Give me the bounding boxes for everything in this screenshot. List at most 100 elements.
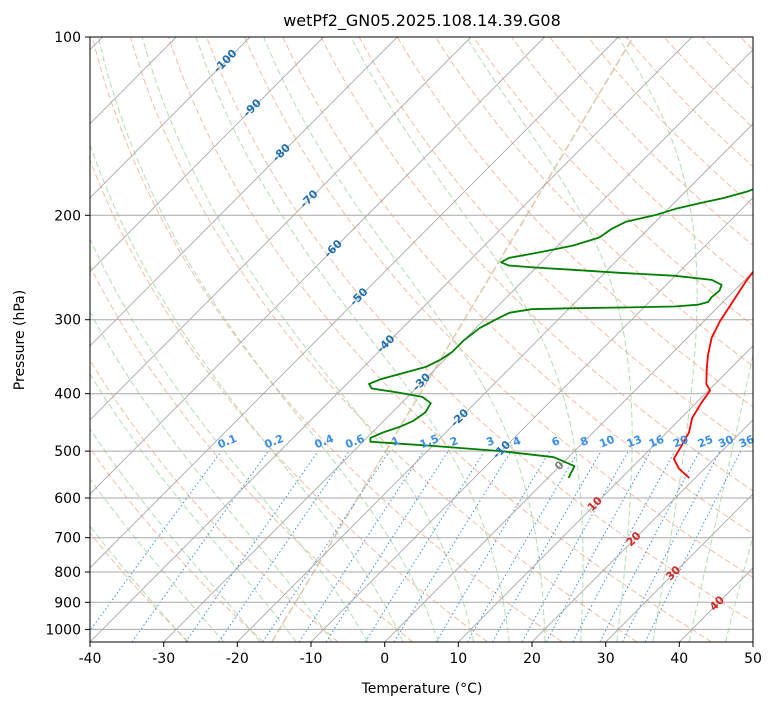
mixing-ratio-label: 10 (597, 433, 616, 451)
mixing-ratio-line (298, 450, 424, 642)
y-tick-label: 1000 (45, 622, 81, 638)
reference-curve-line (271, 37, 634, 642)
dry-adiabat-line (129, 37, 638, 642)
pressure-grid (90, 37, 753, 630)
isotherm-line (90, 37, 324, 273)
mixing-ratio-line (467, 450, 579, 642)
mixing-ratio-line (131, 450, 269, 642)
x-tick-label: 30 (597, 651, 615, 667)
mixing-ratio-line (545, 450, 652, 642)
x-tick-label: -10 (300, 651, 323, 667)
dewpoint-line (368, 188, 753, 479)
isotherm-line (90, 37, 472, 421)
moist-adiabat-line (350, 37, 584, 642)
moist-adiabat-line (90, 142, 404, 642)
mixing-ratio-label: 30 (716, 433, 735, 451)
mixing-ratio-label: 36 (737, 433, 756, 451)
y-axis-label: Pressure (hPa) (12, 290, 28, 390)
dry-adiabat-line (244, 37, 753, 579)
mixing-ratio-label: 25 (696, 433, 715, 451)
x-tick-label: 10 (449, 651, 467, 667)
moist-adiabat-line (97, 37, 439, 642)
dry-adiabat-line (473, 37, 753, 326)
dry-adiabat-line (511, 37, 753, 286)
x-tick-label: -20 (226, 651, 249, 667)
x-tick-label: 40 (670, 651, 688, 667)
mixing-ratio-label: 8 (578, 434, 590, 449)
mixing-ratio-line (262, 450, 391, 642)
x-axis-label: Temperature (°C) (361, 681, 483, 697)
mixing-ratio-label: 1 (390, 434, 402, 449)
y-tick-label: 100 (54, 30, 81, 46)
x-tick-label: 20 (523, 651, 541, 667)
mixing-ratio-line (364, 450, 485, 642)
x-tick-label: -40 (79, 651, 102, 667)
dry-adiabat-line (90, 359, 339, 642)
isotherm-line (384, 271, 753, 642)
mixing-ratio-label: 16 (647, 433, 666, 451)
mixing-ratio-label: 3 (484, 434, 496, 449)
moist-adiabat-line (90, 427, 261, 642)
mixing-ratio-line (572, 450, 676, 642)
y-tick-label: 400 (54, 387, 81, 403)
isotherm-line (90, 37, 545, 495)
isotherm-line (310, 197, 753, 642)
moist-adiabat-line (688, 352, 753, 642)
mixing-ratio-label: 20 (671, 433, 690, 451)
y-tick-label: 800 (54, 565, 81, 581)
moist-adiabat-line (90, 237, 369, 642)
mixing-ratio-line (491, 450, 602, 642)
mixing-ratio-line (599, 450, 701, 642)
isotherm-line (457, 345, 753, 642)
dry-adiabat-line (91, 37, 563, 642)
x-axis: -40 -30 -20 -10 0 10 20 30 40 50 (79, 642, 762, 667)
dry-adiabat-line (587, 37, 753, 207)
profile-lines (368, 188, 753, 479)
mixing-ratio-line (521, 450, 629, 642)
x-tick-label: 0 (380, 651, 389, 667)
dry-adiabat-line (206, 37, 753, 623)
moist-adiabat-line (90, 373, 297, 642)
moist-adiabat-line (90, 525, 188, 642)
isotherm-line (90, 37, 398, 347)
dry-adiabat-line (320, 37, 753, 492)
moist-adiabat-line (263, 37, 546, 642)
isotherm-line (90, 37, 693, 642)
moist-adiabat-line (141, 37, 475, 642)
dry-adiabat-line (549, 37, 753, 247)
mixing-ratio-label: 13 (625, 433, 644, 451)
isotherm-line (90, 37, 251, 199)
mixing-ratio-line (218, 450, 350, 642)
background-lines (90, 37, 753, 642)
y-axis: 100 200 300 400 500 600 700 800 900 1000 (45, 30, 90, 638)
mixing-ratio-label: 2 (448, 434, 460, 449)
dry-adiabat-line (434, 37, 753, 367)
isotherm-line (90, 37, 619, 569)
y-tick-label: 900 (54, 595, 81, 611)
moist-adiabat-line (90, 478, 225, 642)
isotherm-line (605, 493, 753, 642)
isotherm-line (236, 123, 753, 642)
x-tick-label: 50 (744, 651, 762, 667)
dry-adiabat-line (90, 264, 414, 642)
dry-adiabat-line (90, 158, 488, 642)
temperature-line (673, 270, 753, 479)
chart-title: wetPf2_GN05.2025.108.14.39.G08 (283, 11, 561, 31)
y-tick-label: 300 (54, 313, 81, 329)
mixing-ratio-line (90, 450, 222, 632)
mixing-ratio-line (644, 450, 742, 642)
y-tick-label: 500 (54, 444, 81, 460)
dry-adiabat-line (90, 532, 190, 642)
dry-adiabat-line (625, 37, 753, 168)
moist-adiabat-line (617, 37, 698, 642)
y-tick-label: 700 (54, 531, 81, 547)
y-tick-label: 200 (54, 208, 81, 224)
y-tick-label: 600 (54, 491, 81, 507)
x-tick-label: -30 (152, 651, 175, 667)
dry-adiabat-line (168, 37, 712, 642)
plot-frame (89, 36, 754, 643)
isotherm-line (531, 419, 753, 642)
dry-adiabat-line (282, 37, 753, 535)
